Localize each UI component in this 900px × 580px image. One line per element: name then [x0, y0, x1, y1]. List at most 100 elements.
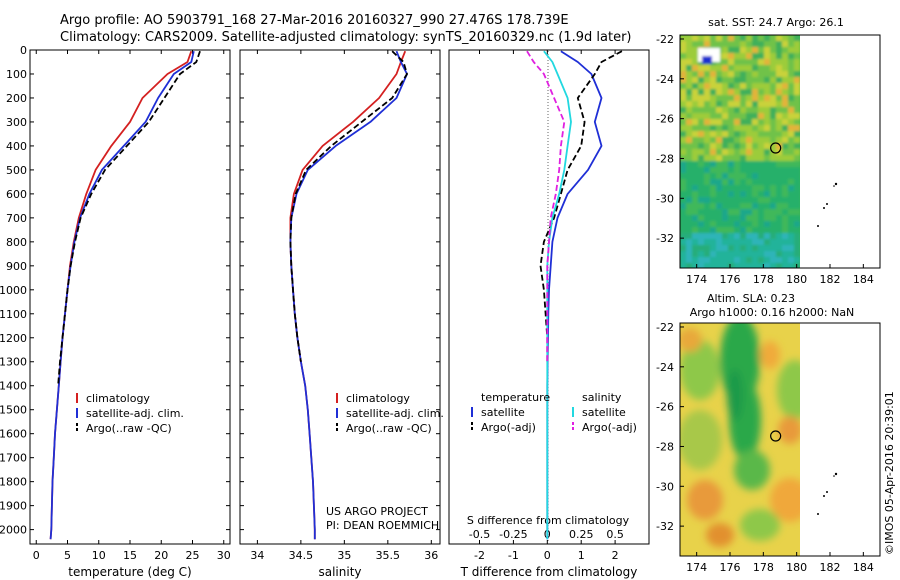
- sst-cell: [740, 143, 747, 150]
- sst-cell: [794, 107, 800, 114]
- sst-cell: [716, 107, 723, 114]
- title-line-1: Argo profile: AO 5903791_168 27-Mar-2016…: [60, 13, 569, 28]
- sst-cell: [686, 95, 693, 102]
- sst-cell: [704, 257, 711, 264]
- sst-cell: [740, 113, 747, 120]
- sst-cell: [734, 95, 741, 102]
- sst-cell: [722, 131, 729, 138]
- sst-cell: [782, 125, 789, 132]
- sst-cell: [728, 131, 735, 138]
- sst-cell: [716, 125, 723, 132]
- depth-tick-label: 100: [6, 68, 27, 81]
- sst-cell: [746, 149, 753, 156]
- sst-cell: [770, 221, 777, 228]
- sst-cell: [698, 107, 705, 114]
- sst-cell: [692, 227, 699, 234]
- sst-cell: [704, 125, 711, 132]
- sst-cell: [710, 191, 717, 198]
- sst-cell: [704, 227, 711, 234]
- sst-cell: [680, 83, 687, 90]
- sst-cell: [770, 239, 777, 246]
- title-line-2: Climatology: CARS2009. Satellite-adjuste…: [60, 30, 632, 45]
- sst-cell: [692, 233, 699, 240]
- difference-xlabel-top: S difference from climatology: [467, 514, 630, 527]
- sst-cell: [752, 239, 759, 246]
- sst-cell: [788, 149, 795, 156]
- sst-cell: [710, 101, 717, 108]
- sst-cell: [716, 59, 723, 66]
- sst-cell: [686, 209, 693, 216]
- sst-cell: [740, 263, 747, 268]
- sst-cell: [698, 95, 705, 102]
- sst-cell: [764, 53, 771, 60]
- sst-cell: [680, 71, 687, 78]
- sst-cell: [770, 101, 777, 108]
- sst-cell: [716, 35, 723, 42]
- sst-cell: [686, 161, 693, 168]
- sst-cell: [722, 197, 729, 204]
- sst-cell: [680, 95, 687, 102]
- sst-cell: [710, 179, 717, 186]
- sst-cell: [776, 161, 783, 168]
- sst-cell: [680, 167, 687, 174]
- sst-cell: [752, 101, 759, 108]
- sst-cell: [716, 89, 723, 96]
- sst-cell: [692, 203, 699, 210]
- map-y-tick-label: -32: [656, 232, 674, 245]
- sst-cell: [746, 89, 753, 96]
- sst-cell: [782, 215, 789, 222]
- sst-cell: [680, 113, 687, 120]
- depth-tick-label: 200: [6, 92, 27, 105]
- sst-cell: [710, 143, 717, 150]
- sst-cell: [758, 95, 765, 102]
- sst-cell: [746, 179, 753, 186]
- sst-cell: [710, 35, 717, 42]
- sst-cell: [716, 149, 723, 156]
- sst-cell: [752, 83, 759, 90]
- sst-cell: [728, 35, 735, 42]
- sst-cell: [740, 47, 747, 54]
- sla-blob: [740, 509, 780, 541]
- series-line-argo-raw-qc-: [57, 50, 201, 386]
- x-tick-label: 2: [612, 549, 619, 562]
- sst-cell: [710, 155, 717, 162]
- sst-cell: [758, 59, 765, 66]
- sst-cell: [740, 227, 747, 234]
- sst-cell: [722, 161, 729, 168]
- sst-cell: [764, 149, 771, 156]
- sst-cell: [758, 137, 765, 144]
- sst-cell: [680, 77, 687, 84]
- sst-cell: [728, 173, 735, 180]
- sst-cell: [716, 95, 723, 102]
- depth-tick-label: 1900: [0, 500, 27, 513]
- sst-cell: [686, 215, 693, 222]
- sla-blob: [680, 410, 722, 470]
- sst-cell: [740, 77, 747, 84]
- depth-tick-label: 0: [20, 44, 27, 57]
- sst-cell: [686, 245, 693, 252]
- temperature-legend: climatology satellite-adj. clim. Argo(..…: [76, 392, 184, 435]
- sst-cell: [770, 251, 777, 258]
- sst-cell: [716, 131, 723, 138]
- map-y-tick-label: -24: [656, 73, 674, 86]
- sst-cell: [704, 197, 711, 204]
- sst-cell: [788, 83, 795, 90]
- sst-cell: [794, 221, 800, 228]
- sst-cell: [740, 215, 747, 222]
- sst-cell: [698, 41, 705, 48]
- sst-cell: [776, 227, 783, 234]
- sst-cell: [740, 161, 747, 168]
- sst-cell: [710, 149, 717, 156]
- sst-cell: [734, 227, 741, 234]
- sst-cell: [728, 143, 735, 150]
- map-x-tick-label: 174: [686, 561, 707, 574]
- sst-cell: [758, 131, 765, 138]
- sst-cell: [728, 149, 735, 156]
- sst-cell: [794, 167, 800, 174]
- sst-cell: [704, 113, 711, 120]
- sst-cell: [710, 167, 717, 174]
- sst-cell: [698, 35, 705, 42]
- sst-cell: [722, 59, 729, 66]
- sst-cell: [686, 173, 693, 180]
- sst-cell: [746, 209, 753, 216]
